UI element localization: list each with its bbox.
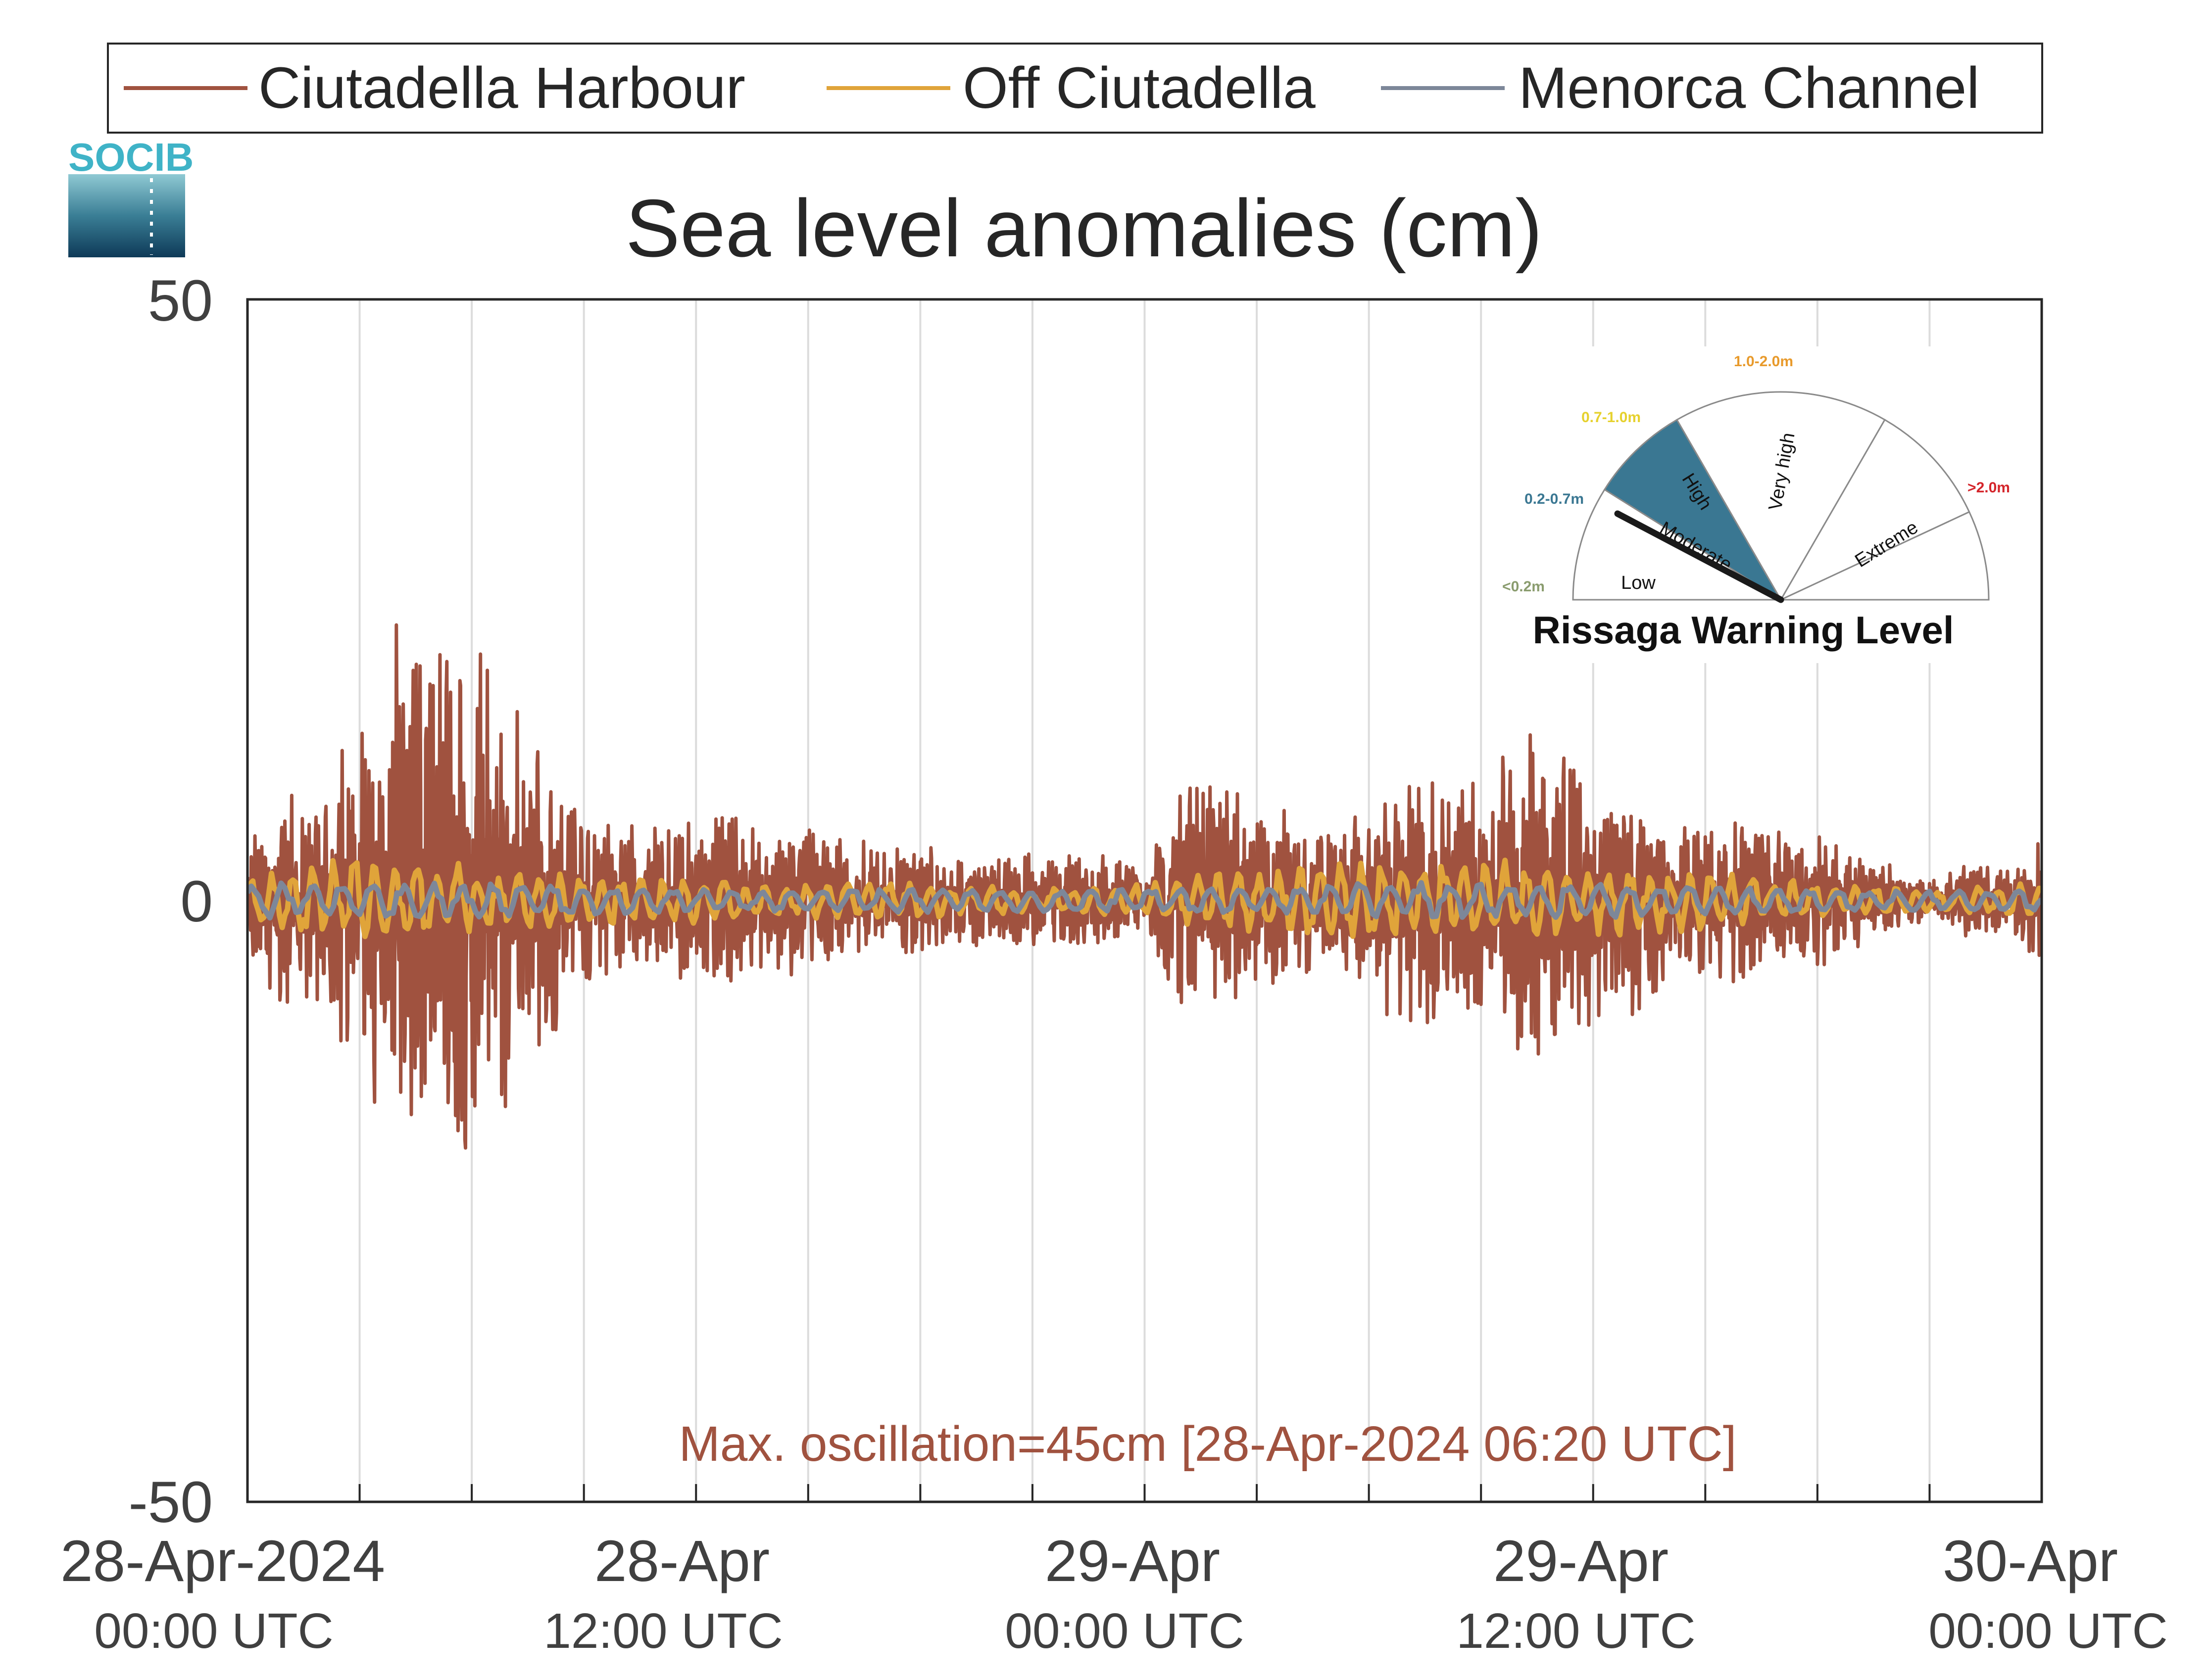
x-tick-labels: 28-Apr-2024 00:00 UTC 28-Apr 12:00 UTC 2… (60, 1529, 2168, 1659)
legend: Ciutadella Harbour Off Ciutadella Menorc… (107, 43, 2043, 134)
series-line-channel (247, 880, 2042, 921)
gauge-range-extreme: >2.0m (1967, 480, 2010, 496)
y-tick-label-bottom: -50 (128, 1470, 213, 1535)
socib-logo: SOCIB (68, 135, 194, 257)
gauge-range-low: <0.2m (1502, 578, 1545, 595)
x-tick-date-2: 29-Apr (1045, 1529, 1220, 1594)
gauge-title: Rissaga Warning Level (1532, 608, 1954, 652)
rissaga-gauge: Low Moderate High Very high Extreme <0.2… (1500, 346, 2024, 663)
y-tick-label-zero: 0 (180, 869, 213, 934)
y-tick-label-top: 50 (148, 268, 213, 334)
gauge-needle (1614, 510, 1784, 603)
legend-box (107, 43, 2043, 134)
gauge-sector-wedge (1603, 419, 1782, 601)
gauge-range-very-high: 1.0-2.0m (1734, 353, 1793, 370)
x-tick-marks (358, 1484, 1931, 1502)
x-tick-date-3: 29-Apr (1493, 1529, 1669, 1594)
x-tick-date-4: 30-Apr (1943, 1529, 2118, 1594)
max-oscillation-annotation: Max. oscillation=45cm [28-Apr-2024 06:20… (679, 1416, 1736, 1472)
legend-label-harbour: Ciutadella Harbour (258, 55, 745, 121)
gauge-sector-wedge (1779, 419, 1970, 602)
series-line-off (247, 858, 2042, 939)
legend-label-channel: Menorca Channel (1519, 55, 1979, 121)
series-line-harbour (247, 623, 2042, 1150)
chart-title: Sea level anomalies (cm) (626, 183, 1542, 274)
logo-gradient-block (68, 174, 185, 257)
x-tick-time-1: 12:00 UTC (543, 1603, 783, 1659)
logo-text: SOCIB (68, 135, 194, 179)
x-tick-time-4: 00:00 UTC (1928, 1603, 2168, 1659)
gauge-sector-wedge (1780, 511, 1990, 601)
gauge-sector-wedge (1675, 391, 1886, 601)
legend-label-off: Off Ciutadella (963, 55, 1316, 121)
x-tick-time-0: 00:00 UTC (94, 1603, 334, 1659)
gauge-range-moderate: 0.2-0.7m (1524, 491, 1584, 507)
x-tick-date-0: 28-Apr-2024 (60, 1529, 385, 1594)
gauge-sector-low: Low (1621, 573, 1656, 593)
gauge-range-high: 0.7-1.0m (1581, 409, 1641, 426)
x-tick-time-2: 00:00 UTC (1005, 1603, 1244, 1659)
x-tick-date-1: 28-Apr (594, 1529, 770, 1594)
x-tick-time-3: 12:00 UTC (1456, 1603, 1696, 1659)
